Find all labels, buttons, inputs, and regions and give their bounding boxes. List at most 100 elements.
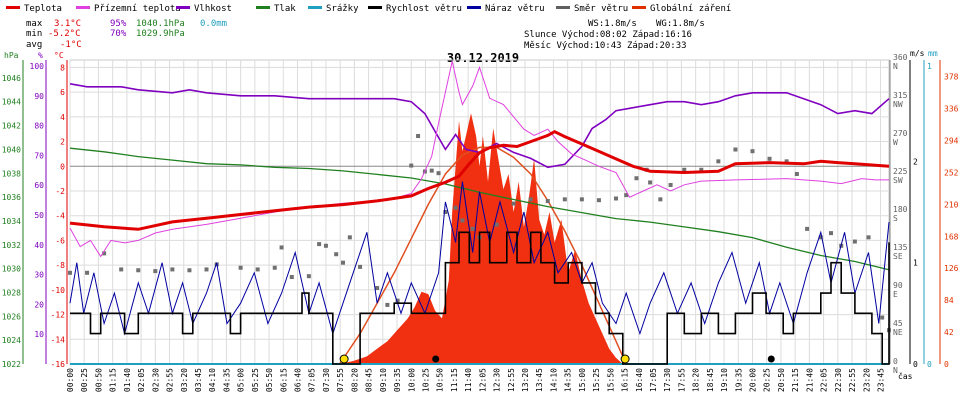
series-temperature (69, 130, 890, 231)
x-tick-label: 00:50 (94, 368, 103, 392)
legend-swatch (556, 6, 570, 9)
series-direction-point (658, 197, 663, 202)
series-direction-point (579, 197, 584, 202)
series-direction-point (494, 222, 499, 227)
direction-tick-compass: S (893, 214, 898, 223)
rain-tick-label: 0 (927, 360, 932, 369)
x-tick-label: 07:30 (322, 368, 331, 392)
humidity-tick-label: 60 (34, 181, 44, 190)
series-direction-point (699, 167, 704, 172)
legend-swatch (368, 6, 382, 9)
x-tick-label: 00:25 (80, 368, 89, 392)
temp-tick-label: -12 (51, 311, 66, 320)
x-tick-label: 15:00 (578, 368, 587, 392)
series-direction-point (279, 245, 284, 250)
x-tick-label: 18:45 (706, 368, 715, 392)
stat-max-temp: 3.1°C (54, 19, 81, 29)
series-direction-point (238, 265, 243, 270)
x-tick-label: 05:50 (265, 368, 274, 392)
x-tick-label: 00:00 (66, 368, 75, 392)
radiation-tick-label: 168 (944, 232, 959, 241)
series-direction-point (323, 243, 328, 248)
series-direction-point (436, 171, 441, 176)
series-direction-point (562, 197, 567, 202)
legend-swatch (76, 6, 90, 9)
info-moon: Měsíc Východ:10:43 Západ:20:33 (524, 41, 687, 51)
x-tick-label: 10:00 (407, 368, 416, 392)
hpa-tick-label: 1028 (2, 288, 21, 297)
series-direction-point (68, 270, 72, 275)
x-tick-label: 03:20 (180, 368, 189, 392)
x-tick-label: 04:35 (222, 368, 231, 392)
chart-title: 30.12.2019 (447, 51, 519, 65)
series-ground-temperature (69, 61, 889, 258)
hpa-tick-label: 1032 (2, 241, 21, 250)
stat-avg-temp: -1°C (60, 40, 82, 50)
legend-label: Vlhkost (194, 4, 232, 14)
series-direction-point (648, 180, 653, 185)
x-tick-label: 02:30 (151, 368, 160, 392)
radiation-tick-label: 378 (944, 73, 959, 82)
series-wind-gust (69, 181, 890, 336)
legend-label: Srážky (326, 4, 359, 14)
stat-min-hum: 70% (110, 29, 127, 39)
hpa-tick-label: 1034 (2, 217, 21, 226)
direction-tick-label: 360 (893, 53, 908, 62)
humidity-tick-label: 70 (34, 151, 44, 160)
x-tick-label: 05:25 (251, 368, 260, 392)
temp-tick-label: -8 (55, 261, 65, 270)
series-direction-point (767, 156, 772, 161)
radiation-tick-label: 252 (944, 168, 959, 177)
x-tick-label: 20:25 (763, 368, 772, 392)
series-direction-point (805, 226, 810, 231)
hpa-tick-label: 1044 (2, 98, 21, 107)
legend-label: Přízemní teplota (94, 4, 181, 14)
x-tick-label: 06:15 (279, 368, 288, 392)
x-tick-label: 11:40 (464, 368, 473, 392)
x-tick-label: 07:05 (308, 368, 317, 392)
series-direction-point (347, 235, 352, 240)
series-direction-point (682, 167, 687, 172)
x-tick-label: 05:00 (237, 368, 246, 392)
x-tick-label: 01:40 (123, 368, 132, 392)
series-direction-point (136, 268, 141, 273)
hpa-tick-label: 1030 (2, 265, 21, 274)
radiation-tick-label: 336 (944, 105, 959, 114)
humidity-tick-label: 20 (34, 300, 44, 309)
temp-tick-label: 8 (60, 63, 65, 72)
x-tick-label: 23:20 (862, 368, 871, 392)
x-tick-label: 10:50 (436, 368, 445, 392)
x-tick-label: 08:20 (350, 368, 359, 392)
legend-label: Rychlost větru (386, 4, 462, 14)
series-direction-point (511, 201, 516, 206)
x-tick-label: 07:55 (336, 368, 345, 392)
humidity-tick-label: 40 (34, 241, 44, 250)
series-direction-point (470, 226, 475, 231)
x-tick-label: 20:50 (777, 368, 786, 392)
x-tick-label: 17:30 (663, 368, 672, 392)
temp-tick-label: 6 (60, 88, 65, 97)
direction-tick-compass: SE (893, 252, 903, 261)
temp-tick-label: -10 (51, 286, 66, 295)
info-wg: WG:1.8m/s (656, 19, 705, 29)
humidity-tick-label: 80 (34, 122, 44, 131)
humidity-tick-label: 100 (30, 62, 45, 71)
series-direction-point (852, 239, 857, 244)
series-direction-point (385, 302, 390, 307)
series-direction-point (85, 270, 90, 275)
x-tick-label: 14:35 (564, 368, 573, 392)
series-direction-point (153, 269, 158, 274)
plot-area (68, 61, 891, 365)
hpa-tick-label: 1046 (2, 74, 21, 83)
series-direction-point (443, 210, 448, 214)
x-axis-label: čas (898, 371, 913, 381)
series-direction-point (187, 268, 192, 273)
hpa-tick-label: 1036 (2, 193, 21, 202)
series-direction-point (614, 196, 618, 201)
series-humidity (69, 83, 890, 169)
direction-tick-label: 180 (893, 205, 908, 214)
x-tick-label: 09:35 (393, 368, 402, 392)
direction-tick-compass: N (893, 62, 898, 71)
series-direction-point (272, 265, 277, 270)
